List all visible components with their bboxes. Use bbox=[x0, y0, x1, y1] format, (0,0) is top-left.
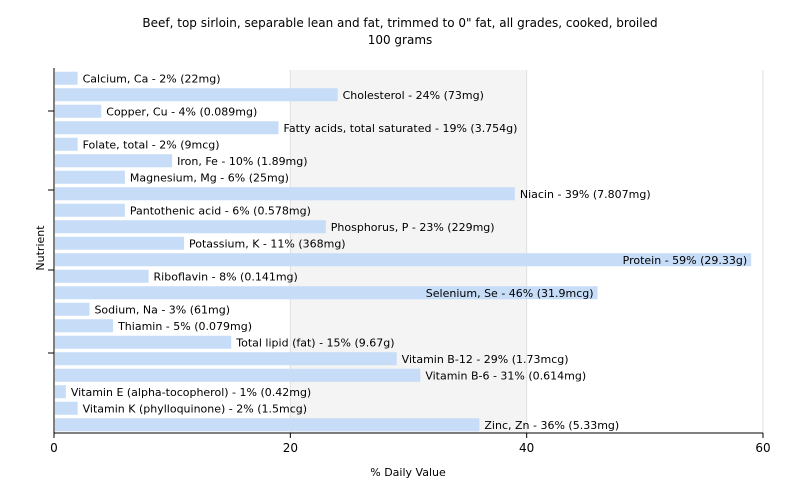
bar bbox=[55, 269, 149, 283]
bar bbox=[55, 385, 66, 399]
bar-label: Selenium, Se - 46% (31.9mcg) bbox=[426, 287, 594, 300]
bar bbox=[55, 220, 326, 234]
bar bbox=[55, 104, 102, 118]
bar bbox=[55, 71, 78, 85]
bar-label: Calcium, Ca - 2% (22mg) bbox=[83, 72, 221, 85]
bar bbox=[55, 88, 338, 102]
bar bbox=[55, 418, 480, 432]
bar bbox=[55, 302, 90, 316]
bar bbox=[55, 401, 78, 415]
x-tick-label: 40 bbox=[519, 441, 534, 455]
bar-label: Protein - 59% (29.33g) bbox=[623, 254, 748, 267]
bar bbox=[55, 286, 598, 300]
bar bbox=[55, 368, 421, 382]
bar-labels: Calcium, Ca - 2% (22mg) Cholesterol - 24%… bbox=[71, 72, 747, 432]
bar bbox=[55, 253, 752, 267]
axes bbox=[53, 68, 763, 434]
bar-label: Copper, Cu - 4% (0.089mg) bbox=[106, 105, 257, 118]
bar-label: Total lipid (fat) - 15% (9.67g) bbox=[235, 336, 394, 349]
bar-label: Thiamin - 5% (0.079mg) bbox=[117, 320, 252, 333]
bars bbox=[55, 71, 752, 432]
bar-label: Vitamin B-12 - 29% (1.73mcg) bbox=[402, 353, 569, 366]
bar-label: Vitamin E (alpha-tocopherol) - 1% (0.42m… bbox=[71, 386, 311, 399]
bar bbox=[55, 335, 232, 349]
bar-label: Zinc, Zn - 36% (5.33mg) bbox=[484, 419, 619, 432]
bar-label: Potassium, K - 11% (368mg) bbox=[189, 237, 346, 250]
y-axis-label: Nutrient bbox=[34, 225, 47, 271]
x-tick-label: 0 bbox=[50, 441, 58, 455]
bar bbox=[55, 137, 78, 151]
x-tick-label: 60 bbox=[755, 441, 770, 455]
bar-label: Phosphorus, P - 23% (229mg) bbox=[331, 221, 495, 234]
bar-label: Pantothenic acid - 6% (0.578mg) bbox=[130, 204, 311, 217]
bar-label: Vitamin B-6 - 31% (0.614mg) bbox=[425, 369, 586, 382]
bar bbox=[55, 187, 515, 201]
bar bbox=[55, 352, 397, 366]
bar-label: Niacin - 39% (7.807mg) bbox=[520, 188, 651, 201]
bar-label: Iron, Fe - 10% (1.89mg) bbox=[177, 155, 307, 168]
bar bbox=[55, 121, 279, 135]
bar-label: Sodium, Na - 3% (61mg) bbox=[94, 303, 230, 316]
bar-label: Magnesium, Mg - 6% (25mg) bbox=[130, 171, 289, 184]
bar bbox=[55, 170, 125, 184]
x-axis-ticks: 0 20 40 60 bbox=[50, 433, 771, 455]
bar bbox=[55, 319, 114, 333]
chart-subtitle: 100 grams bbox=[367, 33, 433, 47]
bar-label: Fatty acids, total saturated - 19% (3.75… bbox=[284, 122, 518, 135]
x-axis-label: % Daily Value bbox=[370, 466, 446, 479]
chart-title: Beef, top sirloin, separable lean and fa… bbox=[142, 16, 658, 30]
bar-label: Folate, total - 2% (9mcg) bbox=[83, 138, 220, 151]
bar-label: Riboflavin - 8% (0.141mg) bbox=[154, 270, 298, 283]
x-tick-label: 20 bbox=[283, 441, 298, 455]
bar-label: Vitamin K (phylloquinone) - 2% (1.5mcg) bbox=[83, 402, 307, 415]
bar bbox=[55, 154, 173, 168]
bar bbox=[55, 236, 184, 250]
bar-label: Cholesterol - 24% (73mg) bbox=[343, 89, 484, 102]
y-axis-ticks bbox=[48, 110, 54, 354]
bar bbox=[55, 203, 125, 217]
chart-title-block: Beef, top sirloin, separable lean and fa… bbox=[0, 15, 800, 49]
